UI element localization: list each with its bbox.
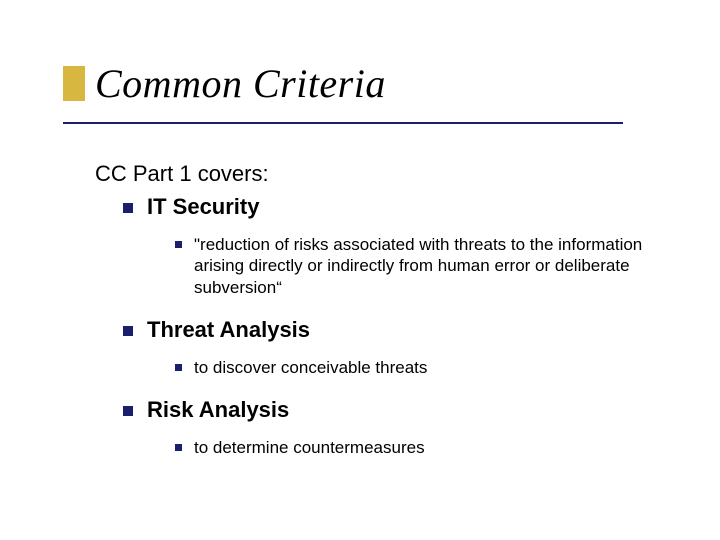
square-bullet-icon (123, 406, 133, 416)
square-bullet-icon (175, 444, 182, 451)
bullet-item-risk-analysis: Risk Analysis (123, 397, 655, 423)
bullet-label: Threat Analysis (147, 317, 310, 343)
sub-bullet-text: to discover conceivable threats (194, 357, 427, 379)
sub-bullet-item: to discover conceivable threats (175, 357, 655, 379)
sub-bullet-item: "reduction of risks associated with thre… (175, 234, 655, 299)
bullet-label: Risk Analysis (147, 397, 289, 423)
square-bullet-icon (175, 364, 182, 371)
accent-box (63, 66, 85, 101)
sub-bullet-item: to determine countermeasures (175, 437, 655, 459)
sub-bullet-text: to determine countermeasures (194, 437, 425, 459)
square-bullet-icon (123, 326, 133, 336)
title-underline (63, 122, 623, 124)
bullet-item-it-security: IT Security (123, 194, 655, 220)
bullet-item-threat-analysis: Threat Analysis (123, 317, 655, 343)
slide-title: Common Criteria (95, 60, 386, 107)
square-bullet-icon (123, 203, 133, 213)
bullet-label: IT Security (147, 194, 259, 220)
intro-line: CC Part 1 covers: (95, 160, 655, 188)
slide: Common Criteria CC Part 1 covers: IT Sec… (0, 0, 720, 540)
sub-bullet-text: "reduction of risks associated with thre… (194, 234, 655, 299)
square-bullet-icon (175, 241, 182, 248)
